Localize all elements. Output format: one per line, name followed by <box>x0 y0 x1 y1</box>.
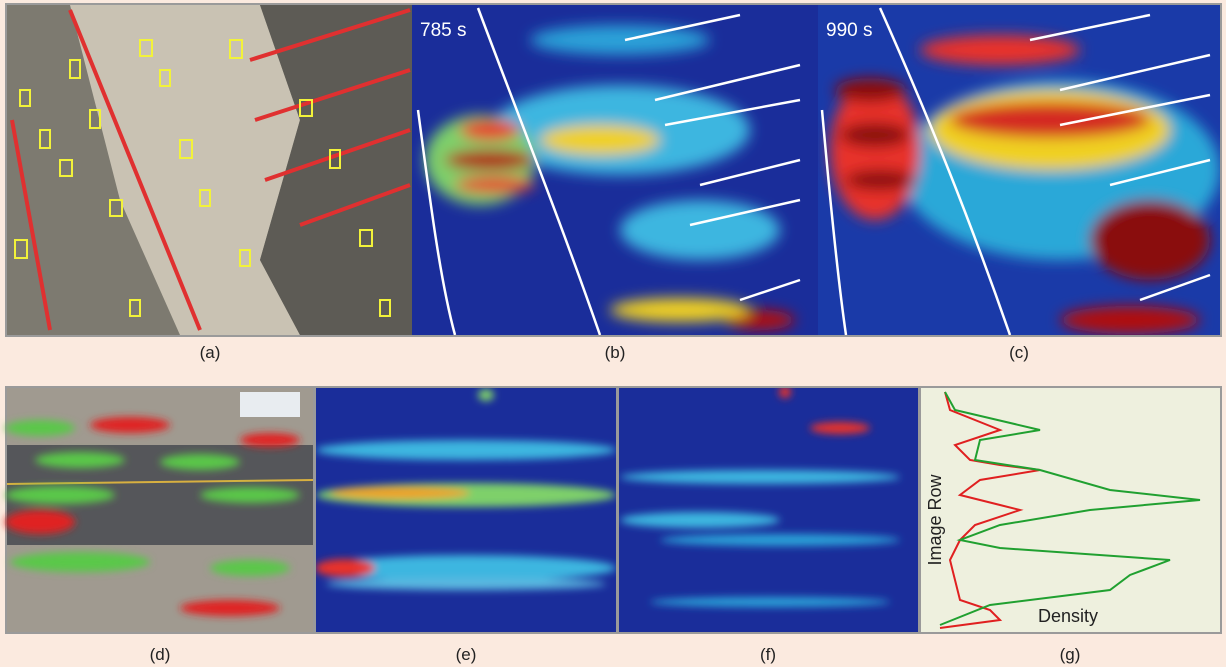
panel-label: (c) <box>1009 343 1029 362</box>
panel-b-image <box>412 5 818 335</box>
panel-g-plot: Image Row Density <box>921 388 1220 632</box>
panel-e-image <box>315 388 616 632</box>
panel-f-image <box>619 386 918 632</box>
page: {"panels": [ {"label": "(a)"}, {"label":… <box>0 0 1226 667</box>
panel-a-image <box>7 5 412 335</box>
panel-c-image <box>818 5 1220 335</box>
axis-label: Density <box>1038 606 1098 626</box>
time-label: 785 s <box>420 20 466 41</box>
panel-label: (g) <box>1060 645 1081 664</box>
panel-d-image <box>5 388 313 632</box>
panel-label: (b) <box>605 343 626 362</box>
panel-label: (d) <box>150 645 171 664</box>
axis-label: Image Row <box>925 473 945 565</box>
panel-label: (a) <box>200 343 221 362</box>
time-label: 990 s <box>826 20 872 41</box>
panel-label: (f) <box>760 645 776 664</box>
panel-label: (e) <box>456 645 477 664</box>
figure: 785 s 990 s (a) (b) (c) <box>0 0 1226 667</box>
